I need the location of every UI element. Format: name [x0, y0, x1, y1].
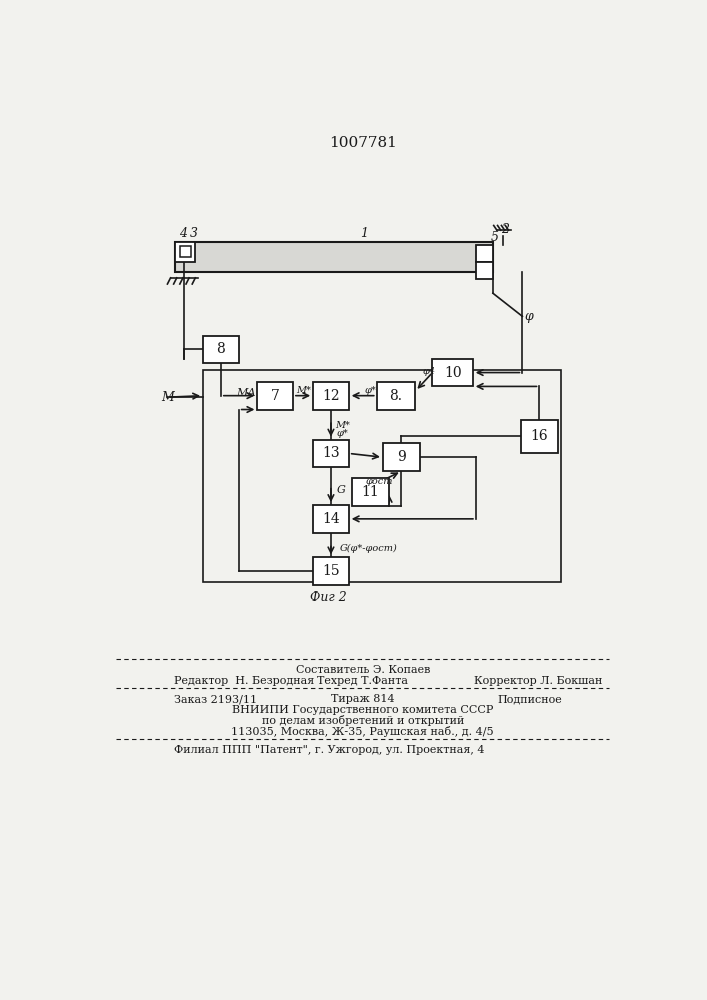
Text: M*: M*	[335, 421, 350, 430]
Text: φ*: φ*	[365, 386, 376, 395]
Text: 15: 15	[322, 564, 340, 578]
Bar	[476, 262, 493, 279]
Bar	[352, 478, 389, 506]
Bar	[175, 242, 195, 262]
Text: M: M	[161, 391, 174, 404]
Text: Филиал ППП "Патент", г. Ужгород, ул. Проектная, 4: Филиал ППП "Патент", г. Ужгород, ул. Про…	[174, 745, 484, 755]
Text: 5: 5	[491, 231, 498, 244]
Text: 10: 10	[444, 366, 462, 380]
Bar	[313, 382, 349, 410]
Text: 1007781: 1007781	[329, 136, 397, 150]
Text: G: G	[337, 485, 346, 495]
Text: 13: 13	[322, 446, 340, 460]
Bar	[257, 382, 293, 410]
Text: 9: 9	[397, 450, 406, 464]
Bar	[203, 336, 239, 363]
Text: Редактор  Н. Безродная: Редактор Н. Безродная	[174, 676, 314, 686]
Text: по делам изобретений и открытий: по делам изобретений и открытий	[262, 715, 464, 726]
Text: φ: φ	[524, 310, 533, 323]
Bar	[313, 557, 349, 585]
Bar	[377, 382, 416, 410]
Text: 12: 12	[322, 389, 340, 403]
Text: φ4: φ4	[423, 367, 436, 376]
Text: M*: M*	[296, 386, 311, 395]
Bar	[521, 420, 558, 453]
Text: Тираж 814: Тираж 814	[331, 694, 395, 704]
Text: 8: 8	[216, 342, 226, 356]
Text: 113035, Москва, Ж-35, Раушская наб., д. 4/5: 113035, Москва, Ж-35, Раушская наб., д. …	[231, 726, 494, 737]
Text: 3: 3	[189, 227, 198, 240]
Text: 16: 16	[531, 429, 548, 443]
Text: G(φ*-φост): G(φ*-φост)	[340, 544, 398, 553]
Text: 1: 1	[361, 227, 368, 240]
Text: ВНИИПИ Государственного комитета СССР: ВНИИПИ Государственного комитета СССР	[232, 705, 493, 715]
Text: 7: 7	[271, 389, 279, 403]
Bar	[383, 443, 420, 471]
Bar	[203, 370, 561, 582]
Text: Заказ 2193/11: Заказ 2193/11	[174, 694, 257, 704]
Text: 11: 11	[361, 485, 380, 499]
Text: Подписное: Подписное	[498, 694, 563, 704]
Bar	[433, 359, 473, 386]
Bar	[313, 440, 349, 467]
Text: 14: 14	[322, 512, 340, 526]
Bar	[313, 505, 349, 533]
Text: φ*: φ*	[337, 429, 349, 438]
Bar	[175, 242, 493, 272]
Bar	[476, 245, 493, 262]
Bar	[180, 246, 191, 257]
Text: Фиг 2: Фиг 2	[310, 591, 347, 604]
Text: 8.: 8.	[390, 389, 402, 403]
Text: Корректор Л. Бокшан: Корректор Л. Бокшан	[474, 676, 602, 686]
Text: φост: φост	[366, 477, 394, 486]
Text: 2: 2	[501, 223, 508, 236]
Text: MА: MА	[237, 388, 257, 398]
Text: Техред Т.Фанта: Техред Т.Фанта	[317, 676, 408, 686]
Text: 4: 4	[179, 227, 187, 240]
Text: Составитель Э. Копаев: Составитель Э. Копаев	[296, 665, 430, 675]
